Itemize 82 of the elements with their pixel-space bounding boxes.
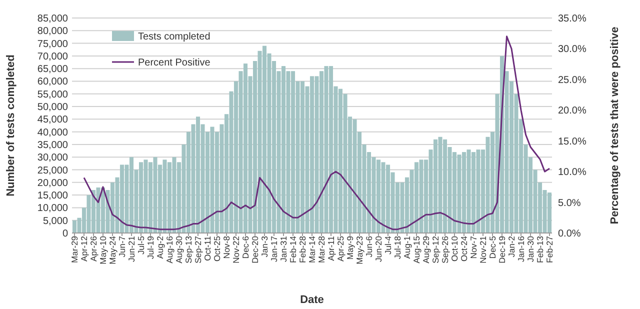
x-tick-label: Apr-25 [335, 236, 346, 262]
x-tick-label: Jan-16 [516, 236, 526, 262]
y-tick-label: 0 [62, 228, 68, 240]
y2-tick-label: 15.0% [558, 136, 586, 148]
x-tick-label: May-9 [344, 236, 355, 260]
y2-tick-label: 20.0% [558, 106, 586, 117]
x-tick-label: Sep-27 [192, 236, 203, 264]
x-tick-label: Oct-25 [212, 236, 222, 262]
x-tick-label: Feb-13 [534, 236, 545, 263]
x-tick-label: Jul-5 [136, 236, 146, 254]
y-tick-label: 80,000 [37, 26, 68, 38]
x-tick-label: Dec-6 [240, 236, 250, 259]
x-tick-label: Dec-19 [496, 236, 507, 264]
y-tick-label: 35,000 [37, 140, 68, 151]
x-tick-label: Mar-14 [306, 236, 317, 263]
x-tick-label: Jul-18 [392, 236, 402, 260]
y-tick-label: 85,000 [37, 14, 68, 24]
y2-tick-label: 30.0% [558, 44, 586, 56]
x-tick-label: Jan-3 [259, 236, 270, 258]
x-tick-label: Feb-28 [297, 236, 308, 263]
y-tick-label: 70,000 [37, 51, 68, 62]
x-tick-label: Jan-17 [268, 236, 279, 262]
y2-axis-title: Percentage of tests that were positive [609, 26, 621, 224]
x-tick-label: Jun-6 [364, 236, 374, 258]
x-tick-label: Jul-19 [145, 236, 156, 260]
y-tick-label: 60,000 [37, 76, 68, 88]
x-tick-label: Jun-21 [126, 236, 136, 262]
x-tick-label: Aug-29 [420, 236, 431, 264]
x-tick-label: Jan-2 [506, 236, 516, 258]
y2-tick-label: 25.0% [558, 74, 586, 86]
x-tick-label: Sep-12 [430, 236, 440, 264]
x-tick-label: Sep-26 [440, 236, 450, 264]
x-tick-label: Jul-4 [382, 236, 393, 254]
x-tick-label: Jan-31 [278, 236, 288, 262]
x-tick-label: Oct-24 [458, 236, 469, 262]
x-tick-label: May-10 [98, 236, 108, 264]
y-tick-label: 15,000 [37, 190, 68, 202]
x-tick-label: Jan-30 [525, 236, 536, 262]
y-tick-label: 10,000 [37, 203, 68, 214]
x-tick-label: Nov-22 [230, 236, 241, 264]
x-tick-label: Dec-5 [487, 236, 498, 259]
y-tick-label: 40,000 [37, 127, 68, 138]
x-tick-label: Jun-7 [116, 236, 127, 258]
y2-tick-label: 35.0% [558, 14, 586, 24]
x-tick-label: Aug-1 [402, 236, 412, 259]
y-tick-label: 55,000 [37, 89, 68, 100]
x-tick-label: Mar-29 [69, 236, 80, 263]
x-tick-label: Aug-16 [164, 236, 174, 264]
x-tick-label: May-24 [107, 236, 118, 264]
x-tick-label: May-23 [354, 236, 364, 264]
legend-label: Tests completed [138, 32, 210, 42]
y2-tick-label: 0.0% [558, 228, 581, 240]
x-tick-label: Aug-15 [411, 236, 422, 264]
x-tick-label: Jun-20 [373, 236, 384, 262]
y-tick-label: 50,000 [37, 102, 68, 114]
y-tick-label: 5,000 [42, 216, 68, 227]
x-tick-label: Aug-30 [174, 236, 184, 264]
x-tick-label: Sep-13 [183, 236, 194, 264]
legend-label: Percent Positive [138, 58, 211, 68]
y-tick-label: 20,000 [37, 178, 68, 189]
x-tick-label: Nov-21 [478, 236, 488, 264]
x-tick-label: Aug-2 [154, 236, 165, 259]
y-axis-title: Number of tests completed [5, 54, 17, 196]
x-tick-label: Nov-7 [468, 236, 478, 259]
y-tick-label: 45,000 [37, 114, 68, 126]
y2-tick-label: 5.0% [558, 198, 581, 209]
y2-tick-label: 10.0% [558, 167, 586, 178]
x-tick-label: Oct-10 [449, 236, 460, 262]
x-tick-label: Feb-27 [544, 236, 554, 263]
x-tick-label: Mar-28 [316, 236, 326, 263]
x-tick-label: Feb-14 [288, 236, 298, 263]
x-tick-label: Apr-11 [326, 236, 336, 261]
x-tick-label: Dec-20 [250, 236, 260, 264]
x-tick-label: Apr-26 [88, 236, 98, 262]
x-axis-title: Date [300, 294, 324, 306]
y-tick-label: 30,000 [37, 152, 68, 164]
x-tick-label: Nov-8 [221, 236, 232, 259]
x-tick-label: Oct-11 [202, 236, 212, 261]
y-tick-label: 25,000 [37, 165, 68, 176]
x-tick-label: Apr-12 [78, 236, 89, 262]
y-tick-label: 75,000 [37, 38, 68, 50]
y-tick-label: 65,000 [37, 64, 68, 76]
